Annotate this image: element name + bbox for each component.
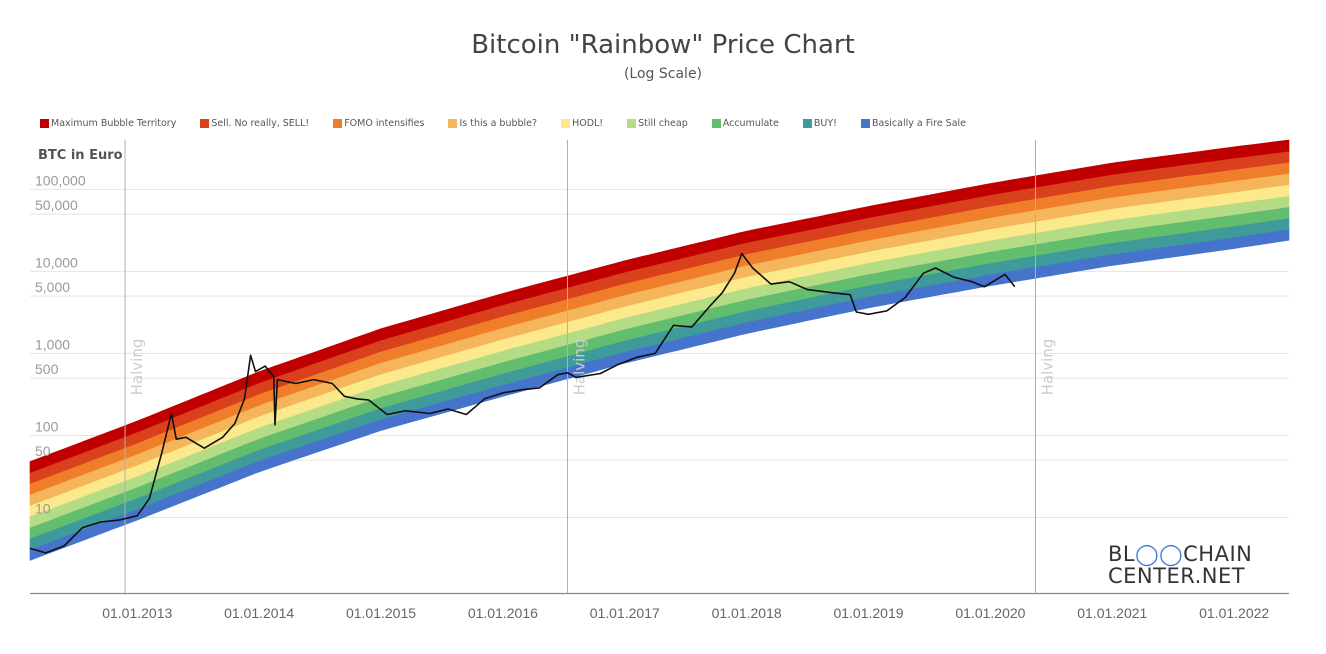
logo-text-a: BL bbox=[1108, 542, 1136, 566]
x-tick-label: 01.01.2016 bbox=[468, 605, 538, 621]
legend-label: FOMO intensifies bbox=[344, 118, 425, 129]
x-tick-label: 01.01.2017 bbox=[590, 605, 660, 621]
x-tick-label: 01.01.2020 bbox=[955, 605, 1025, 621]
legend-swatch bbox=[627, 119, 637, 128]
rainbow-bands bbox=[29, 139, 1290, 561]
legend-label: HODL! bbox=[572, 118, 604, 129]
legend-label: BUY! bbox=[813, 118, 837, 129]
x-tick-label: 01.01.2021 bbox=[1077, 605, 1147, 621]
logo-text-c: CHAIN bbox=[1183, 542, 1253, 566]
legend-item[interactable]: HODL! bbox=[561, 118, 603, 129]
blockchaincenter-logo: BL◯◯CHAIN CENTER.NET bbox=[1108, 543, 1252, 587]
x-tick-label: 01.01.2014 bbox=[224, 605, 294, 621]
chart-title: Bitcoin "Rainbow" Price Chart bbox=[471, 30, 855, 60]
legend-item[interactable]: Is this a bubble? bbox=[448, 118, 537, 129]
y-tick-label: 100 bbox=[35, 418, 59, 434]
legend-item[interactable]: Basically a Fire Sale bbox=[860, 118, 967, 129]
halving-label: Halving bbox=[1038, 339, 1056, 396]
y-tick-label: 100,000 bbox=[35, 172, 86, 188]
legend-swatch bbox=[711, 119, 721, 128]
chart-subtitle: (Log Scale) bbox=[623, 66, 703, 82]
legend-item[interactable]: FOMO intensifies bbox=[333, 118, 424, 129]
legend-swatch bbox=[448, 119, 458, 128]
y-tick-label: 5,000 bbox=[35, 279, 70, 295]
x-tick-label: 01.01.2018 bbox=[712, 605, 782, 621]
logo-chain-icon: ◯◯ bbox=[1135, 542, 1184, 566]
legend-label: Sell. No really, SELL! bbox=[211, 118, 310, 129]
legend-swatch bbox=[200, 119, 210, 128]
legend-swatch bbox=[802, 119, 812, 128]
y-tick-label: 10 bbox=[35, 500, 51, 516]
legend-item[interactable]: Accumulate bbox=[711, 118, 779, 129]
y-tick-label: 50,000 bbox=[35, 197, 78, 213]
y-tick-label: 10,000 bbox=[35, 254, 78, 270]
x-tick-label: 01.01.2019 bbox=[833, 605, 903, 621]
x-tick-label: 01.01.2022 bbox=[1199, 605, 1269, 621]
x-tick-label: 01.01.2013 bbox=[102, 605, 172, 621]
legend-label: Basically a Fire Sale bbox=[871, 118, 967, 129]
logo-text-line2: CENTER.NET bbox=[1108, 564, 1246, 588]
y-tick-label: 500 bbox=[35, 361, 59, 377]
halving-label: Halving bbox=[128, 339, 146, 396]
y-tick-label: 1,000 bbox=[35, 336, 70, 352]
legend-label: Still cheap bbox=[638, 118, 688, 129]
legend-swatch bbox=[333, 119, 343, 128]
price-line bbox=[29, 252, 1016, 554]
x-tick-label: 01.01.2015 bbox=[346, 605, 416, 621]
legend-item[interactable]: Sell. No really, SELL! bbox=[200, 118, 309, 129]
legend-swatch bbox=[561, 119, 571, 128]
rainbow-band bbox=[29, 139, 1290, 474]
legend-label: Is this a bubble? bbox=[459, 118, 538, 129]
legend-item[interactable]: BUY! bbox=[802, 118, 837, 129]
legend-item[interactable]: Maximum Bubble Territory bbox=[40, 118, 176, 129]
y-tick-label: 50 bbox=[35, 443, 51, 459]
legend-label: Accumulate bbox=[722, 118, 779, 129]
legend-swatch bbox=[40, 119, 49, 128]
halving-label: Halving bbox=[570, 339, 588, 396]
legend-swatch bbox=[860, 119, 870, 128]
legend-label: Maximum Bubble Territory bbox=[51, 118, 177, 129]
legend-item[interactable]: Still cheap bbox=[627, 118, 688, 129]
y-axis-title: BTC in Euro bbox=[38, 148, 123, 163]
legend: Maximum Bubble Territory Sell. No really,… bbox=[40, 118, 990, 129]
